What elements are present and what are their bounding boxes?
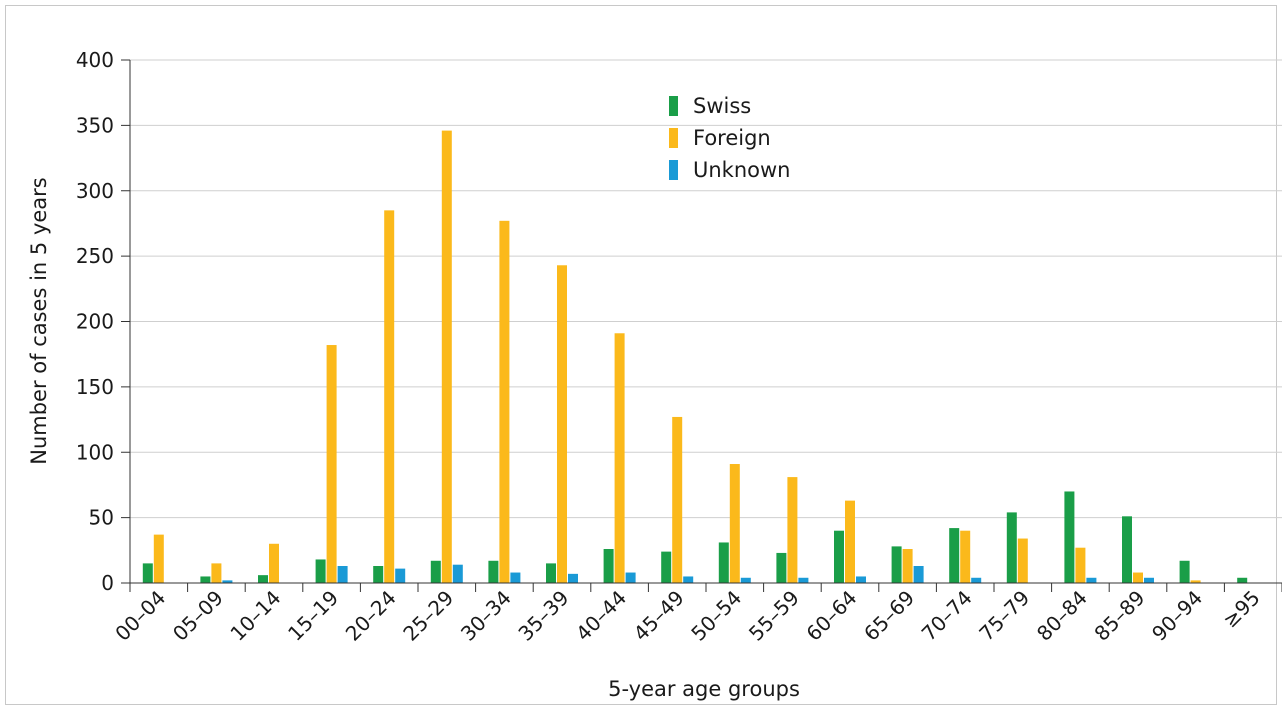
bar-swiss-6 <box>488 560 499 583</box>
bar-unknown-6 <box>510 572 521 583</box>
bar-swiss-17 <box>1122 516 1132 583</box>
bar-foreign-4 <box>384 210 395 584</box>
bar-foreign-2 <box>269 543 279 583</box>
bar-swiss-2 <box>258 575 268 583</box>
bar-unknown-13 <box>913 566 924 583</box>
x-tick-label: 75–79 <box>974 586 1034 646</box>
x-tick-label: 05–09 <box>168 586 228 646</box>
axes <box>129 60 1282 592</box>
x-tick-label: 85–89 <box>1089 586 1149 646</box>
bar-foreign-9 <box>672 416 683 583</box>
bar-foreign-17 <box>1133 572 1143 583</box>
bar-foreign-3 <box>326 345 337 583</box>
bar-swiss-16 <box>1064 491 1075 583</box>
bar-unknown-8 <box>625 572 636 583</box>
legend-swatch-swiss <box>669 96 678 116</box>
bar-swiss-13 <box>891 546 902 583</box>
bar-swiss-15 <box>1006 512 1017 583</box>
bar-swiss-0 <box>142 563 153 583</box>
x-tick-label: 15–19 <box>283 586 343 646</box>
bar-foreign-6 <box>499 220 510 583</box>
x-tick-label: 45–49 <box>629 586 689 646</box>
bar-foreign-13 <box>902 549 913 583</box>
bar-foreign-7 <box>557 265 567 583</box>
bar-swiss-1 <box>200 576 211 583</box>
x-tick-label: 50–54 <box>686 586 746 646</box>
legend-label-foreign: Foreign <box>693 126 771 150</box>
bar-foreign-16 <box>1075 547 1086 583</box>
bar-foreign-12 <box>845 500 855 583</box>
bar-foreign-1 <box>211 563 222 583</box>
bar-swiss-11 <box>776 552 787 583</box>
bar-unknown-3 <box>337 566 348 583</box>
x-tick-label: 90–94 <box>1147 586 1207 646</box>
legend-swatch-unknown <box>669 160 678 180</box>
bar-swiss-9 <box>661 551 672 583</box>
bar-foreign-5 <box>441 130 452 584</box>
bar-swiss-7 <box>546 563 556 583</box>
x-tick-label: 65–69 <box>859 586 919 646</box>
bar-foreign-14 <box>960 530 971 583</box>
bar-unknown-11 <box>798 577 809 583</box>
x-tick-label: 60–64 <box>801 586 861 646</box>
y-tick-label: 100 <box>76 440 114 464</box>
x-tick-label: 35–39 <box>513 586 573 646</box>
bar-unknown-16 <box>1086 577 1097 583</box>
x-tick-label: 70–74 <box>917 586 977 646</box>
bar-unknown-12 <box>856 576 866 583</box>
x-tick-label: 55–59 <box>744 586 804 646</box>
bar-unknown-9 <box>683 576 694 583</box>
x-tick-label: 30–34 <box>456 586 516 646</box>
bar-foreign-8 <box>614 333 625 583</box>
bar-foreign-0 <box>153 534 164 583</box>
y-tick-label: 0 <box>101 571 114 595</box>
bar-swiss-3 <box>315 559 326 583</box>
x-tick-label: ≥95 <box>1218 586 1265 633</box>
bar-swiss-18 <box>1179 560 1190 583</box>
bar-unknown-10 <box>740 577 751 583</box>
y-tick-label: 200 <box>76 310 114 334</box>
bar-foreign-11 <box>787 477 798 583</box>
bar-swiss-19 <box>1237 577 1248 583</box>
bar-swiss-8 <box>603 549 614 583</box>
bar-swiss-12 <box>834 530 844 583</box>
bar-unknown-14 <box>971 577 982 583</box>
chart-frame <box>5 5 1277 705</box>
bar-swiss-4 <box>373 566 384 583</box>
x-tick-labels: 00–0405–0910–1415–1920–2425–2930–3435–39… <box>110 586 1264 646</box>
x-tick-label: 80–84 <box>1032 586 1092 646</box>
y-tick-labels: 0 50 100 150 200 250 300 350 400 <box>76 48 114 595</box>
legend: Swiss Foreign Unknown <box>669 94 790 182</box>
y-tick-label: 350 <box>76 113 114 137</box>
y-tick-label: 250 <box>76 244 114 268</box>
x-axis-title: 5-year age groups <box>608 677 800 701</box>
bar-foreign-15 <box>1017 538 1028 583</box>
y-tick-label: 50 <box>89 506 114 530</box>
y-tick-label: 400 <box>76 48 114 72</box>
legend-label-swiss: Swiss <box>693 94 751 118</box>
bar-unknown-1 <box>222 580 233 583</box>
bar-swiss-14 <box>949 528 960 583</box>
x-tick-label: 40–44 <box>571 586 631 646</box>
bar-swiss-5 <box>430 560 441 583</box>
y-axis-title: Number of cases in 5 years <box>27 177 51 465</box>
y-tick-label: 150 <box>76 375 114 399</box>
grid-lines <box>121 59 1282 584</box>
legend-swatch-foreign <box>669 128 678 148</box>
legend-label-unknown: Unknown <box>693 158 790 182</box>
bars <box>142 130 1248 584</box>
bar-unknown-17 <box>1144 577 1154 583</box>
bar-swiss-10 <box>718 542 729 583</box>
bar-unknown-4 <box>395 568 406 583</box>
bar-unknown-7 <box>568 573 578 583</box>
x-tick-label: 25–29 <box>398 586 458 646</box>
bar-foreign-18 <box>1190 580 1201 583</box>
x-tick-label: 00–04 <box>110 586 170 646</box>
bar-unknown-5 <box>452 564 463 583</box>
bar-foreign-10 <box>729 464 740 583</box>
x-tick-label: 10–14 <box>225 586 285 646</box>
x-tick-label: 20–24 <box>341 586 401 646</box>
y-tick-label: 300 <box>76 179 114 203</box>
